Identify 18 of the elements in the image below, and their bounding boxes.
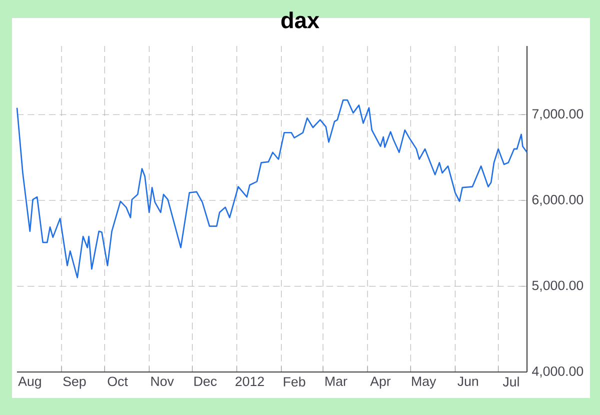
x-tick-label: Feb bbox=[284, 376, 306, 386]
x-tick-label: Jul bbox=[502, 376, 519, 386]
x-tick-label: Dec bbox=[194, 376, 217, 386]
chart-title: dax bbox=[281, 12, 320, 28]
x-tick-label: Nov bbox=[151, 376, 174, 386]
x-tick-label: Sep bbox=[63, 376, 86, 389]
x-tick-label: May bbox=[412, 376, 436, 389]
x-tick-label: Aug bbox=[18, 376, 41, 389]
x-tick-label: 2012 bbox=[236, 376, 264, 386]
y-tick-label: 5,000.00 bbox=[532, 280, 584, 292]
y-tick-label: 4,000.00 bbox=[532, 366, 584, 378]
line-series bbox=[16, 99, 528, 278]
x-tick-label: Oct bbox=[108, 376, 128, 386]
y-tick-label: 6,000.00 bbox=[532, 194, 584, 206]
x-tick-label: Apr bbox=[370, 376, 391, 389]
x-tick-label: Jun bbox=[458, 376, 478, 386]
y-tick-label: 7,000.00 bbox=[532, 109, 584, 120]
x-tick-label: Mar bbox=[326, 376, 348, 386]
